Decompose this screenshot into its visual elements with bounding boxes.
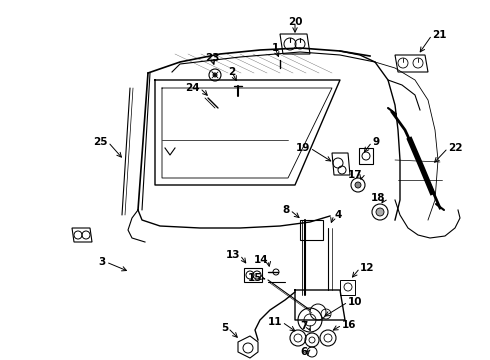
- Text: 6: 6: [301, 347, 308, 357]
- Text: 10: 10: [348, 297, 363, 307]
- Text: 19: 19: [295, 143, 310, 153]
- Text: 12: 12: [360, 263, 374, 273]
- Circle shape: [213, 73, 217, 77]
- Text: 15: 15: [247, 273, 262, 283]
- Text: 17: 17: [347, 170, 362, 180]
- Text: 18: 18: [370, 193, 385, 203]
- Text: 11: 11: [268, 317, 282, 327]
- Text: 2: 2: [228, 67, 236, 77]
- Text: 5: 5: [221, 323, 228, 333]
- Circle shape: [376, 208, 384, 216]
- Text: 16: 16: [342, 320, 357, 330]
- Text: 22: 22: [448, 143, 463, 153]
- Text: 21: 21: [432, 30, 446, 40]
- Text: 13: 13: [225, 250, 240, 260]
- Text: 20: 20: [288, 17, 302, 27]
- Circle shape: [355, 182, 361, 188]
- Text: 23: 23: [205, 53, 219, 63]
- Text: 1: 1: [271, 43, 279, 53]
- Text: 3: 3: [99, 257, 106, 267]
- Text: 25: 25: [94, 137, 108, 147]
- Text: 8: 8: [283, 205, 290, 215]
- Text: 4: 4: [334, 210, 342, 220]
- Text: 9: 9: [372, 137, 379, 147]
- Text: 24: 24: [185, 83, 200, 93]
- Text: 7: 7: [301, 321, 308, 331]
- Text: 14: 14: [253, 255, 268, 265]
